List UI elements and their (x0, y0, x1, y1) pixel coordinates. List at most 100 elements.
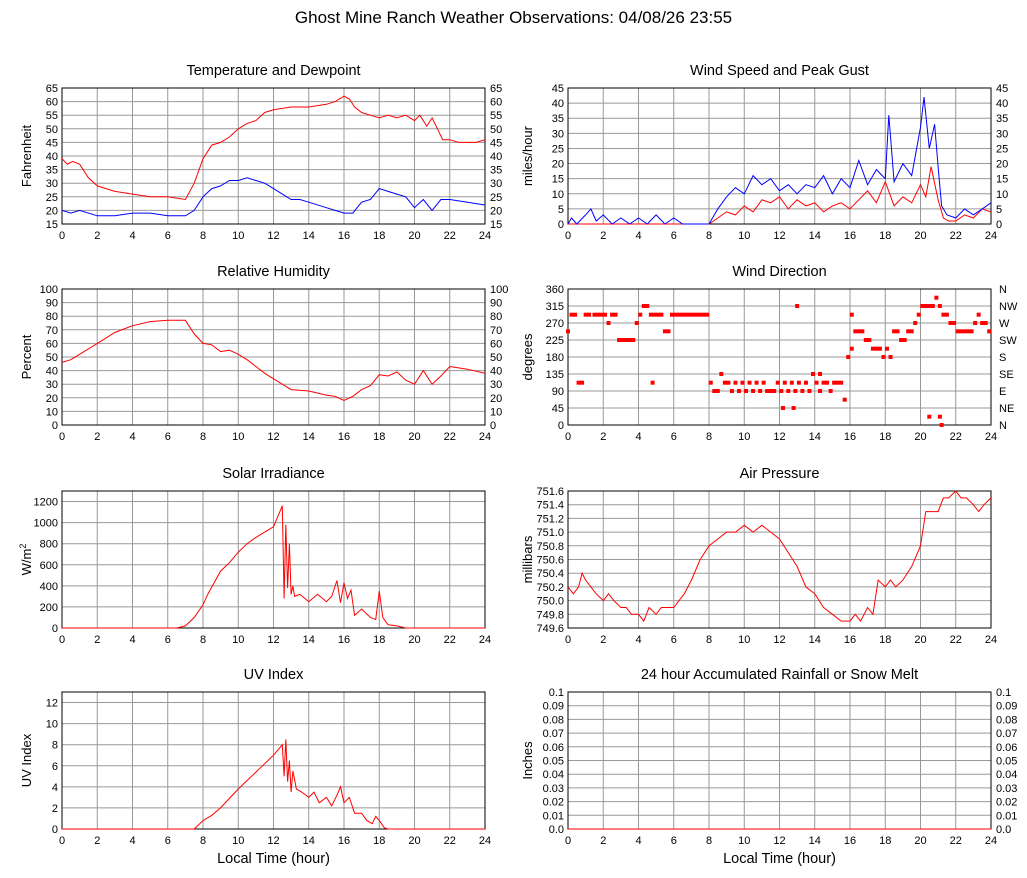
x-tick-label: 24 (479, 835, 491, 847)
data-point (860, 329, 865, 334)
x-tick-label: 0 (565, 431, 571, 443)
x-tick-label: 12 (773, 835, 785, 847)
x-tick-label: 0 (59, 634, 65, 646)
y-tick-label-right: 0 (490, 420, 496, 432)
x-tick-label: 6 (165, 431, 171, 443)
data-point (969, 329, 974, 334)
data-point (796, 380, 801, 385)
x-tick-label: 0 (59, 230, 65, 242)
x-tick-label: 18 (373, 431, 385, 443)
y-tick-label: 35 (46, 165, 58, 177)
x-tick-label: 2 (94, 835, 100, 847)
data-point (726, 380, 731, 385)
y-tick-label: 12 (46, 698, 58, 710)
x-tick-label: 14 (809, 835, 821, 847)
y-tick-label: 25 (552, 143, 564, 155)
y-tick-label: 750.2 (536, 582, 564, 594)
x-tick-label: 10 (738, 431, 750, 443)
y-tick-label: 200 (40, 602, 58, 614)
x-tick-label: 22 (444, 431, 456, 443)
x-tick-label: 14 (303, 230, 315, 242)
data-point (951, 321, 956, 325)
y-tick-label: 225 (546, 335, 564, 347)
y-tick-label-right: 100 (490, 284, 508, 296)
data-point (983, 321, 988, 325)
x-tick-label: 8 (706, 835, 712, 847)
plot-frame (61, 490, 486, 629)
data-point (856, 329, 861, 334)
chart-rain: 24 hour Accumulated Rainfall or Snow Mel… (520, 667, 1017, 867)
x-tick-label: 6 (671, 835, 677, 847)
y-tick-label: 10 (46, 719, 58, 731)
y-tick-label: 0.01 (543, 810, 564, 822)
y-tick-label: 751.4 (536, 500, 564, 512)
x-tick-label: 24 (479, 431, 491, 443)
data-point (795, 304, 800, 308)
y-tick-label-right: 0.06 (996, 742, 1017, 754)
data-point (599, 312, 604, 317)
y-tick-label-right: 0.01 (996, 810, 1017, 822)
y-tick-label-right: 40 (490, 366, 502, 378)
data-point (902, 338, 907, 342)
y-tick-label: 10 (46, 406, 58, 418)
data-point (758, 389, 763, 393)
y-tick-label: 100 (40, 284, 58, 296)
y-tick-label: 4 (52, 782, 58, 794)
x-tick-label: 8 (706, 634, 712, 646)
data-point (659, 312, 664, 317)
y-tick-label: 2 (52, 803, 58, 815)
data-point (849, 312, 854, 317)
data-point (655, 312, 660, 317)
data-point (761, 380, 766, 385)
data-point (913, 321, 918, 325)
x-tick-label: 16 (338, 431, 350, 443)
y-tick-label: 0 (52, 623, 58, 635)
chart-title: 24 hour Accumulated Rainfall or Snow Mel… (641, 667, 918, 683)
y-tick-label-right: 0.1 (996, 687, 1011, 699)
data-point (603, 312, 608, 317)
data-point (955, 329, 960, 334)
y-tick-label: 0.02 (543, 797, 564, 809)
y-tick-label: 65 (46, 83, 58, 95)
x-tick-label: 18 (879, 634, 891, 646)
data-point (937, 414, 942, 419)
data-point (782, 380, 787, 385)
y-tick-label: 0.1 (549, 687, 564, 699)
data-point (818, 389, 823, 393)
y-tick-label: 30 (46, 178, 58, 190)
x-tick-label: 20 (408, 634, 420, 646)
x-tick-label: 8 (706, 431, 712, 443)
x-tick-label: 18 (373, 634, 385, 646)
y-tick-label: 15 (46, 219, 58, 231)
data-point (944, 312, 949, 317)
y-tick-label: 40 (46, 366, 58, 378)
data-point (673, 312, 678, 317)
chart-title: Relative Humidity (217, 264, 331, 280)
y-axis-label: Fahrenheit (19, 125, 34, 188)
data-point (803, 380, 808, 385)
y-tick-label: 360 (546, 284, 564, 296)
y-tick-label-right: 90 (490, 298, 502, 310)
y-tick-label: 1000 (34, 518, 58, 530)
y-tick-label: 0.03 (543, 783, 564, 795)
x-tick-label: 12 (267, 431, 279, 443)
y-tick-label: 6 (52, 761, 58, 773)
series-line-0 (568, 166, 991, 225)
y-tick-label-right: 30 (996, 128, 1008, 140)
x-tick-label: 10 (232, 431, 244, 443)
plot-frame (61, 87, 486, 225)
x-tick-label: 2 (600, 230, 606, 242)
x-tick-label: 12 (267, 835, 279, 847)
data-point (775, 380, 780, 385)
data-point (566, 329, 570, 334)
y-tick-label: 0.07 (543, 728, 564, 740)
data-point (694, 312, 699, 317)
x-tick-label: 4 (635, 835, 641, 847)
data-point (620, 338, 625, 342)
x-tick-label: 10 (738, 230, 750, 242)
y-axis-label: millibars (520, 535, 535, 583)
data-point (789, 380, 794, 385)
direction-label: N (999, 284, 1007, 296)
x-tick-label: 10 (232, 634, 244, 646)
